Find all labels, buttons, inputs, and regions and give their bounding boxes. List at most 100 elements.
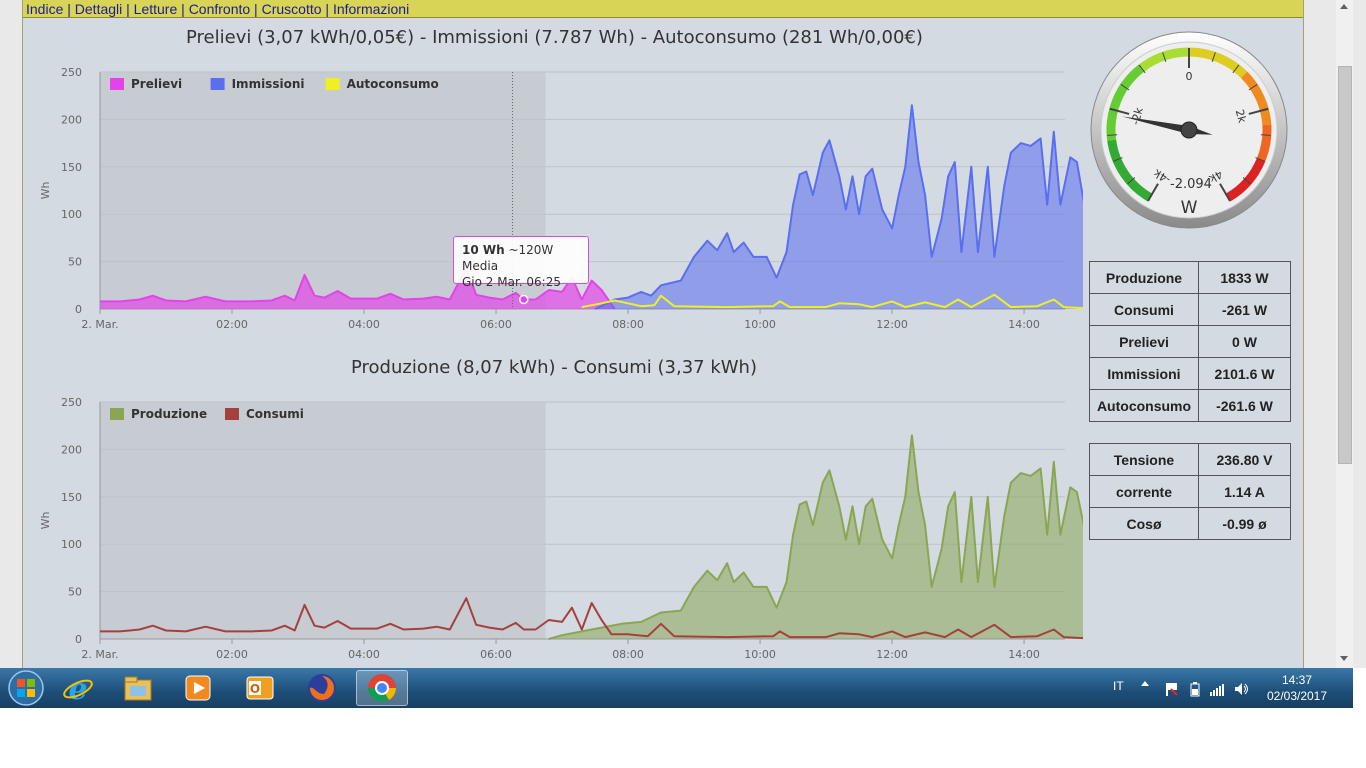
media-player-icon: [185, 675, 211, 701]
y-tick-label: 150: [61, 161, 82, 174]
gauge-tick: [1138, 64, 1146, 74]
series-line-consumi[interactable]: [100, 597, 1083, 640]
series-line-immissioni[interactable]: [594, 104, 1083, 310]
x-tick-label: 14:00: [1008, 318, 1040, 331]
series-area-immissioni: [595, 105, 1083, 309]
legend-item-produzione[interactable]: Produzione: [110, 407, 207, 421]
row-label: Autoconsumo: [1089, 389, 1199, 422]
row-value: -261.6 W: [1198, 389, 1291, 422]
taskbar-outlook-button[interactable]: O: [234, 670, 286, 706]
row-value: -0.99 ø: [1198, 507, 1291, 540]
x-tick-label: 10:00: [744, 318, 776, 331]
start-button[interactable]: [0, 670, 52, 706]
y-tick-label: 200: [61, 443, 82, 456]
gauge-tick: [1248, 107, 1269, 115]
legend-item-prelievi[interactable]: Prelievi: [110, 77, 182, 91]
legend-item-consumi[interactable]: Consumi: [225, 407, 304, 421]
y-tick-label: 100: [61, 538, 82, 551]
series-line-produzione[interactable]: [548, 434, 1083, 640]
clock[interactable]: 14:37 02/03/2017: [1257, 672, 1337, 704]
gauge-tick: [1162, 52, 1167, 62]
row-value: 1.14 A: [1198, 475, 1291, 508]
table-row: Cosø -0.99 ø: [1089, 507, 1291, 540]
dashboard-frame: Indice | Dettagli | Letture | Confronto …: [22, 0, 1304, 668]
chart1-prelievi-immissioni[interactable]: 0 50 100 150 200 250 Wh 2. Mar. 02:00 04:00 06:00 0…: [23, 50, 1083, 350]
row-label: Consumi: [1089, 293, 1199, 326]
taskbar-firefox-button[interactable]: [296, 670, 348, 706]
scrollbar-thumb[interactable]: [1338, 66, 1352, 464]
y-tick-label: 50: [68, 256, 82, 269]
browser-viewport: Indice | Dettagli | Letture | Confronto …: [0, 0, 1366, 668]
taskbar-explorer-button[interactable]: [112, 670, 164, 706]
show-hidden-icons-icon[interactable]: [1141, 681, 1149, 686]
gauge-scale-label: 0: [1186, 70, 1193, 83]
gauge-tick: [1219, 183, 1231, 202]
legend-label: Autoconsumo: [347, 77, 439, 91]
y-tick-label: 0: [75, 303, 82, 316]
menu-link-indice[interactable]: Indice: [26, 1, 64, 17]
gauge-tick: [1120, 84, 1130, 91]
y-tick-label: 0: [75, 633, 82, 646]
gauge-tick: [1113, 157, 1123, 162]
x-tick-label: 02:00: [216, 648, 248, 661]
series-line-prelievi[interactable]: [100, 267, 616, 310]
chart2-produzione-consumi[interactable]: 0 50 100 150 200 250 Wh 2. Mar. 02:00 04:00 06:00 0…: [23, 380, 1083, 670]
gauge-value: -2.094: [1170, 177, 1212, 192]
series-line-autoconsumo[interactable]: [581, 293, 1083, 310]
menu-link-informazioni[interactable]: Informazioni: [332, 1, 410, 17]
gauge-color-band: [1188, 47, 1248, 79]
row-label: Cosø: [1089, 507, 1199, 540]
x-tick-label: 2. Mar.: [81, 648, 118, 661]
legend-label: Prelievi: [131, 77, 182, 91]
internet-explorer-icon: e: [63, 672, 93, 704]
menu-link-confronto[interactable]: Confronto: [188, 1, 251, 17]
start-orb-icon: [8, 670, 44, 706]
gauge-color-band: [1107, 139, 1153, 202]
power-table: Produzione 1833 W Consumi -261 W Prelievi 0 W…: [1089, 261, 1291, 422]
y-tick-label: 250: [61, 66, 82, 79]
row-label: corrente: [1089, 475, 1199, 508]
legend-swatch: [325, 78, 340, 90]
menu-link-letture[interactable]: Letture: [133, 1, 178, 17]
scroll-up-arrow-icon[interactable]: [1340, 4, 1348, 9]
battery-icon[interactable]: [1189, 681, 1201, 697]
gauge-tick: [1211, 52, 1216, 62]
gauge-color-band: [1240, 71, 1272, 126]
x-tick-label: 08:00: [612, 648, 644, 661]
scroll-down-arrow-icon[interactable]: [1340, 656, 1348, 661]
signal-strength-icon[interactable]: [1209, 681, 1225, 697]
chrome-icon: [368, 674, 396, 702]
tooltip-value: 10 Wh: [462, 243, 505, 257]
gauge-tick: [1107, 134, 1118, 136]
legend-item-immissioni[interactable]: Immissioni: [210, 77, 305, 91]
gauge-color-band: [1256, 124, 1272, 162]
x-tick-label: 08:00: [612, 318, 644, 331]
vertical-scrollbar[interactable]: [1336, 0, 1353, 668]
legend-swatch: [225, 408, 239, 420]
firefox-icon: [308, 674, 336, 702]
gauge-scale-label: 4k: [1206, 167, 1225, 185]
menu-separator: |: [177, 1, 189, 17]
legend-item-autoconsumo[interactable]: Autoconsumo: [325, 77, 439, 91]
taskbar-chrome-button[interactable]: [356, 670, 408, 706]
row-value: 0 W: [1198, 325, 1291, 358]
x-tick-label: 2. Mar.: [81, 318, 118, 331]
svg-text:O: O: [250, 682, 260, 696]
menu-link-cruscotto[interactable]: Cruscotto: [261, 1, 322, 17]
tooltip-time: Gio 2 Mar. 06:25: [462, 275, 561, 289]
y-tick-label: 100: [61, 208, 82, 221]
row-label: Prelievi: [1089, 325, 1199, 358]
taskbar-ie-button[interactable]: e: [52, 670, 104, 706]
row-value: -261 W: [1198, 293, 1291, 326]
gauge-tick: [1248, 84, 1258, 91]
chart1-tooltip: 10 Wh ~120W Media Gio 2 Mar. 06:25: [453, 236, 589, 289]
hover-marker[interactable]: [519, 294, 529, 305]
gauge-tick: [1109, 107, 1130, 115]
menu-link-dettagli[interactable]: Dettagli: [74, 1, 123, 17]
legend-swatch: [210, 78, 225, 90]
x-tick-label: 06:00: [480, 318, 512, 331]
taskbar-media-button[interactable]: [172, 670, 224, 706]
action-center-flag-icon[interactable]: [1163, 681, 1179, 697]
language-indicator[interactable]: IT: [1113, 679, 1124, 693]
volume-icon[interactable]: [1233, 681, 1249, 697]
